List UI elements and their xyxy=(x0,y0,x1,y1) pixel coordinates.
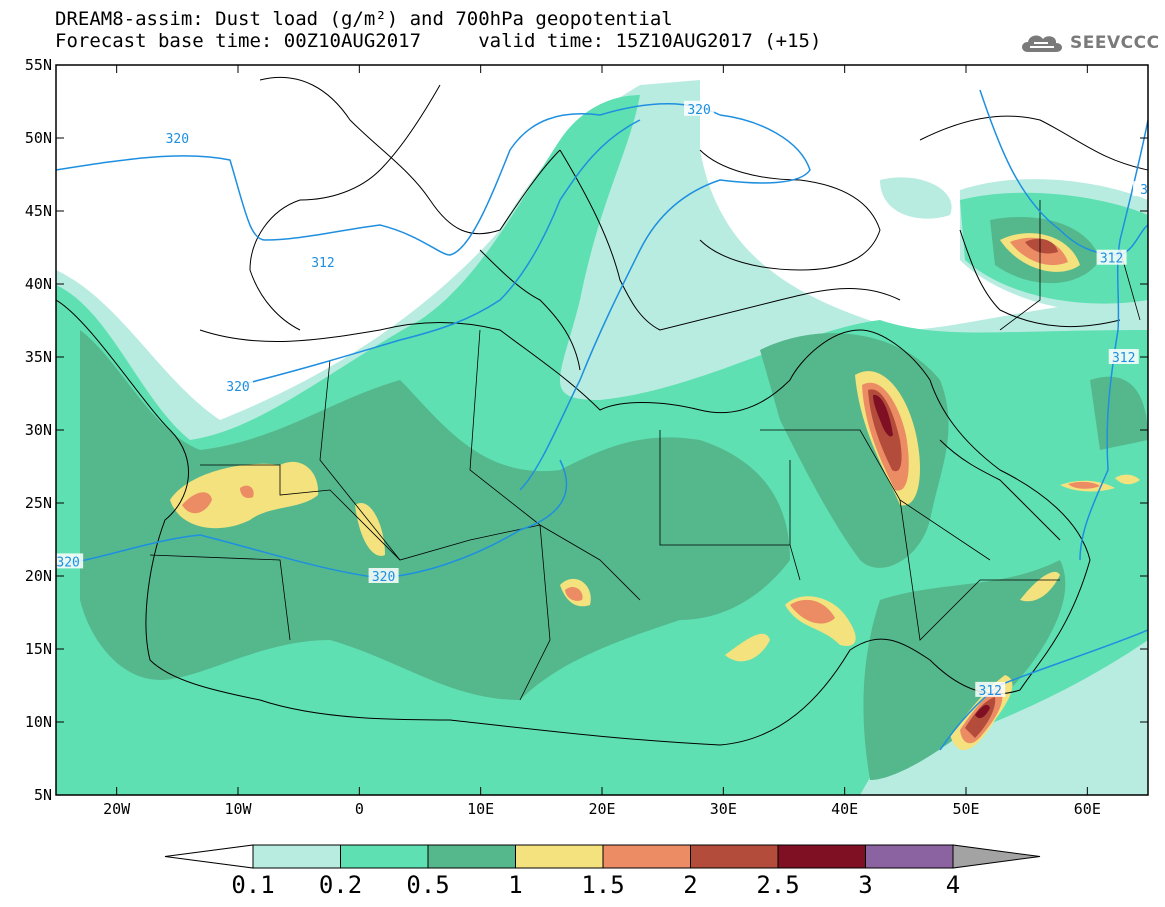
contour-label: 312 xyxy=(307,254,338,271)
svg-text:312: 312 xyxy=(1112,351,1135,366)
lat-tick-label: 40N xyxy=(24,275,52,293)
lon-tick-label: 40E xyxy=(831,800,859,818)
svg-text:312: 312 xyxy=(1100,252,1123,267)
lon-tick-label: 20E xyxy=(588,800,616,818)
colorbar-level-label: 0.5 xyxy=(406,871,450,899)
colorbar-level-label: 2 xyxy=(683,871,698,899)
logo-text: SEEVCCC xyxy=(1070,33,1160,53)
colorbar-segment xyxy=(777,844,866,869)
lat-tick-label: 30N xyxy=(24,421,52,439)
axis-ticks xyxy=(56,64,1148,796)
coastlines xyxy=(56,76,1148,746)
contour-label: 320 xyxy=(684,100,715,118)
lon-tick-label: 10W xyxy=(224,800,252,818)
lat-tick-label: 25N xyxy=(24,494,52,512)
contour-label: 312 xyxy=(975,681,1006,699)
borders xyxy=(149,200,1141,701)
lon-tick-label: 50E xyxy=(952,800,980,818)
svg-text:312: 312 xyxy=(311,256,334,271)
colorbar-level-label: 2.5 xyxy=(756,871,800,899)
colorbar-segment xyxy=(690,844,779,869)
lat-tick-label: 20N xyxy=(24,567,52,585)
colorbar-segment xyxy=(515,844,604,869)
contour-label: 320 xyxy=(162,130,193,147)
svg-text:320: 320 xyxy=(56,555,79,570)
lat-tick-label: 45N xyxy=(24,202,52,220)
contour-label: 320 xyxy=(368,568,399,585)
svg-text:320: 320 xyxy=(226,380,249,395)
colorbar-under-triangle xyxy=(164,844,254,869)
colorbar xyxy=(164,844,1041,869)
dust-field xyxy=(56,80,1148,795)
contour-label: 30 xyxy=(1133,181,1156,198)
colorbar-segment xyxy=(865,844,954,869)
map-title: DREAM8-assim: Dust load (g/m²) and 700hP… xyxy=(55,8,673,30)
contour-label: 320 xyxy=(223,378,253,395)
colorbar-segment xyxy=(340,844,429,869)
lat-tick-label: 35N xyxy=(24,348,52,366)
colorbar-segment xyxy=(252,844,341,869)
svg-text:30: 30 xyxy=(1140,183,1156,198)
svg-text:312: 312 xyxy=(979,684,1002,699)
colorbar-level-label: 1.5 xyxy=(581,871,625,899)
colorbar-level-label: 3 xyxy=(858,871,873,899)
colorbar-over-triangle xyxy=(952,844,1041,869)
lat-tick-label: 5N xyxy=(33,786,52,804)
colorbar-segment xyxy=(602,844,691,869)
lon-tick-label: 30E xyxy=(709,800,737,818)
lon-tick-label: 60E xyxy=(1073,800,1101,818)
lon-tick-label: 10E xyxy=(467,800,495,818)
lat-tick-label: 55N xyxy=(24,56,52,74)
svg-text:320: 320 xyxy=(687,103,710,118)
cloud-icon xyxy=(1022,35,1062,52)
contour-labels: 320 320 312 320 320 320 312 312 312 30 xyxy=(56,100,1156,699)
contour-label: 312 xyxy=(1096,249,1127,267)
colorbar-level-label: 0.1 xyxy=(231,871,275,899)
contour-label: 320 xyxy=(56,553,84,570)
forecast-time-info: Forecast base time: 00Z10AUG2017 valid t… xyxy=(55,30,822,52)
svg-text:320: 320 xyxy=(372,570,395,585)
contour-label: 312 xyxy=(1108,349,1139,366)
lat-tick-label: 15N xyxy=(24,640,52,658)
lat-tick-label: 50N xyxy=(24,129,52,147)
lon-tick-label: 20W xyxy=(103,800,131,818)
lon-tick-label: 0 xyxy=(354,800,364,818)
colorbar-level-label: 4 xyxy=(945,871,961,899)
colorbar-segment xyxy=(427,844,516,869)
colorbar-level-label: 1 xyxy=(508,871,523,899)
geopotential-contours xyxy=(56,89,1148,751)
svg-text:320: 320 xyxy=(166,132,189,147)
lat-tick-label: 10N xyxy=(24,713,52,731)
colorbar-level-label: 0.2 xyxy=(318,871,363,899)
seevccc-logo: SEEVCCC xyxy=(1018,30,1160,56)
